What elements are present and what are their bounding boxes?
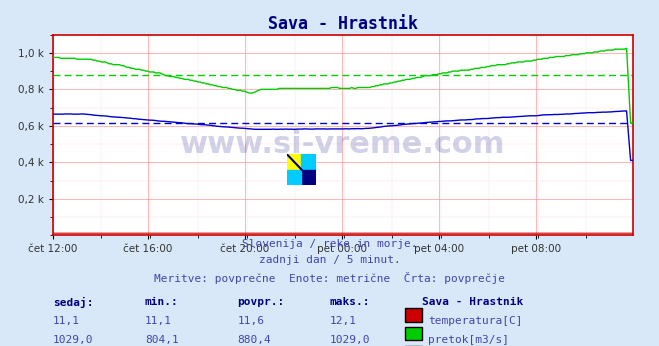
Polygon shape: [287, 154, 302, 170]
Text: www.si-vreme.com: www.si-vreme.com: [180, 130, 505, 160]
Text: 804,1: 804,1: [145, 335, 179, 345]
Text: Sava - Hrastnik: Sava - Hrastnik: [422, 297, 523, 307]
FancyBboxPatch shape: [405, 327, 422, 340]
Text: Meritve: povprečne  Enote: metrične  Črta: povprečje: Meritve: povprečne Enote: metrične Črta:…: [154, 272, 505, 284]
Text: 11,1: 11,1: [53, 316, 80, 326]
Text: 880,4: 880,4: [237, 335, 271, 345]
FancyBboxPatch shape: [405, 308, 422, 322]
Text: 11,6: 11,6: [237, 316, 264, 326]
Text: 1029,0: 1029,0: [330, 335, 370, 345]
Text: 12,1: 12,1: [330, 316, 357, 326]
Text: 1029,0: 1029,0: [53, 335, 93, 345]
Polygon shape: [287, 170, 302, 185]
Text: povpr.:: povpr.:: [237, 297, 285, 307]
Text: temperatura[C]: temperatura[C]: [428, 316, 523, 326]
Text: Slovenija / reke in morje.: Slovenija / reke in morje.: [242, 239, 417, 249]
Text: min.:: min.:: [145, 297, 179, 307]
Text: maks.:: maks.:: [330, 297, 370, 307]
Text: sedaj:: sedaj:: [53, 297, 93, 308]
Polygon shape: [302, 154, 316, 170]
Polygon shape: [302, 170, 316, 185]
Text: 11,1: 11,1: [145, 316, 172, 326]
Text: pretok[m3/s]: pretok[m3/s]: [428, 335, 509, 345]
Text: zadnji dan / 5 minut.: zadnji dan / 5 minut.: [258, 255, 401, 265]
Title: Sava - Hrastnik: Sava - Hrastnik: [268, 15, 418, 33]
